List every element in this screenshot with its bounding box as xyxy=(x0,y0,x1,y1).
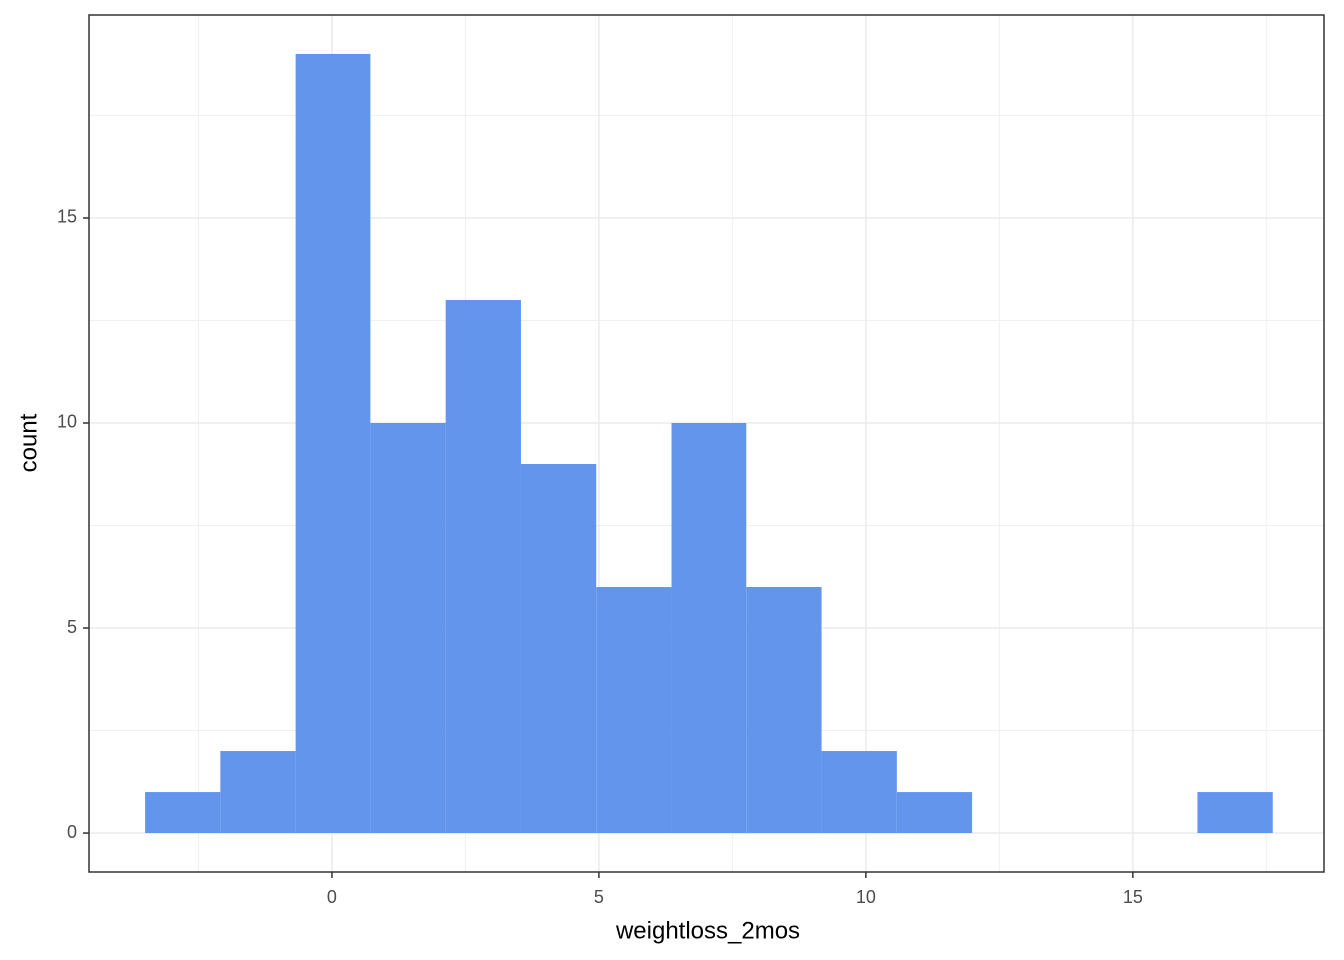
bar xyxy=(145,792,221,834)
bar xyxy=(1197,792,1273,834)
y-tick-label: 5 xyxy=(67,617,77,637)
y-tick-label: 10 xyxy=(57,412,77,432)
bar xyxy=(295,53,371,834)
bar xyxy=(821,751,897,834)
x-tick-label: 5 xyxy=(594,887,604,907)
bar xyxy=(896,792,973,834)
x-tick-label: 0 xyxy=(327,887,337,907)
bar xyxy=(596,587,672,834)
y-axis-title: count xyxy=(15,413,42,472)
x-tick-label: 10 xyxy=(856,887,876,907)
bar xyxy=(746,587,822,834)
y-tick-label: 15 xyxy=(57,207,77,227)
bar xyxy=(370,422,446,834)
bar xyxy=(220,751,296,834)
bar xyxy=(671,422,747,834)
bar xyxy=(445,299,521,834)
y-tick-label: 0 xyxy=(67,822,77,842)
x-tick-label: 15 xyxy=(1123,887,1143,907)
bar xyxy=(520,464,597,834)
panel-border xyxy=(88,14,1325,873)
x-axis-title: weightloss_2mos xyxy=(615,917,800,944)
